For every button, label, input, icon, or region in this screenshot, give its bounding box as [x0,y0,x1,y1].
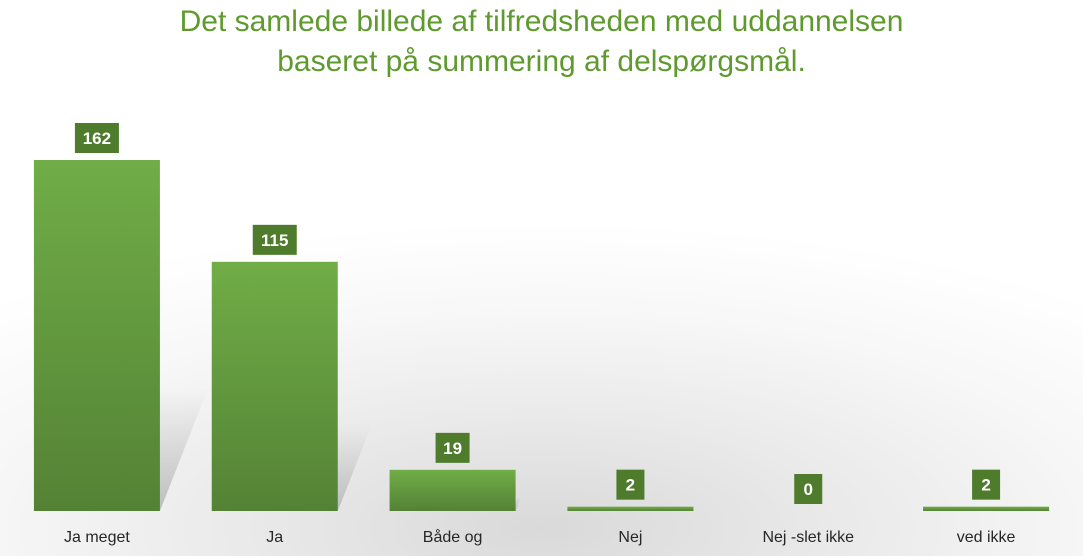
bar-ja-meget [33,160,160,511]
data-label-box [252,224,297,255]
x-tick-label: Ja meget [64,529,130,546]
bar-ja [211,261,338,511]
x-tick-label: Nej [618,529,642,546]
x-tick-label: Nej -slet ikke [762,529,854,546]
data-label-box [972,469,1001,500]
data-label-box [74,123,119,153]
bar-både-og [389,469,516,511]
chart-title: Det samlede billede af tilfredsheden med… [0,2,1083,82]
data-label: 0 [804,480,813,499]
bar-nej [567,506,694,511]
data-label: 19 [443,439,462,458]
x-tick-label: Både og [423,528,483,546]
data-label-box [794,474,823,504]
x-tick-label: ved ikke [957,529,1016,546]
data-label: 162 [83,129,111,148]
data-label: 2 [981,476,990,495]
data-label-box [435,432,470,463]
chart-title-line-2: baseret på summering af delspørgsmål. [277,45,806,78]
bar-ved-ikke [923,506,1050,511]
data-label: 115 [261,231,288,250]
data-label: 2 [626,476,635,495]
x-tick-label: Ja [266,529,283,546]
data-label-box [616,469,645,500]
chart-title-line-1: Det samlede billede af tilfredsheden med… [179,5,904,38]
